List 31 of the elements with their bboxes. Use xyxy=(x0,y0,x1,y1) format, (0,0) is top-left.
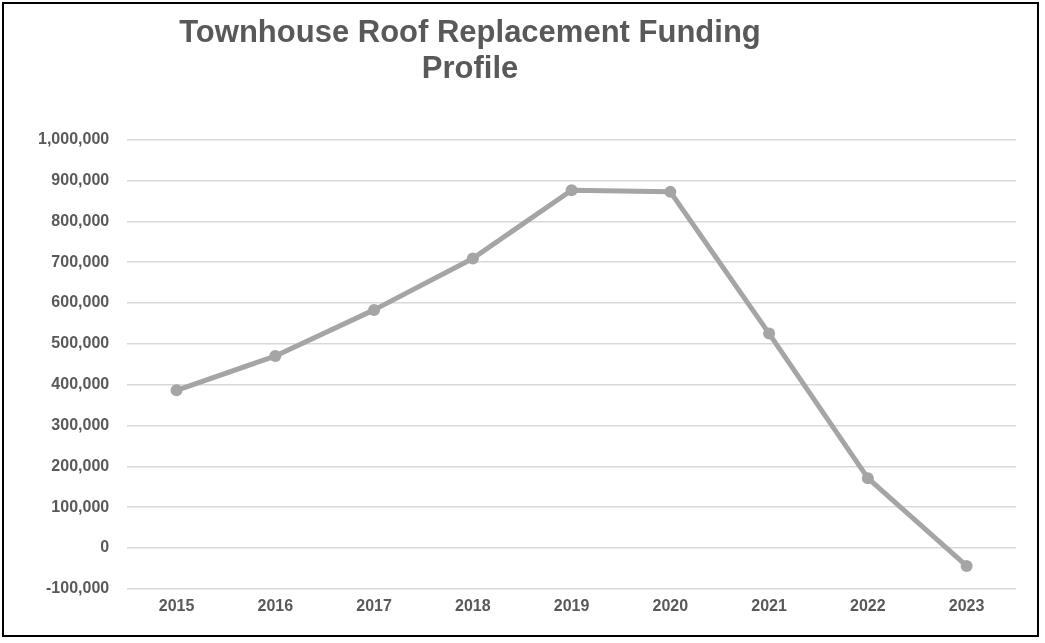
x-tick-label: 2020 xyxy=(652,596,689,614)
x-tick-label: 2015 xyxy=(158,596,195,614)
y-tick-label: 800,000 xyxy=(51,211,110,229)
point xyxy=(565,184,578,197)
y-tick-label: 0 xyxy=(100,538,110,556)
y-tick-label: -100,000 xyxy=(46,579,110,597)
x-tick-label: 2023 xyxy=(948,596,985,614)
y-tick-label: 300,000 xyxy=(51,415,110,433)
y-tick-label: 1,000,000 xyxy=(37,130,110,148)
point xyxy=(664,185,677,198)
x-tick-label: 2018 xyxy=(455,596,491,614)
y-tick-label: 400,000 xyxy=(51,375,110,393)
y-tick-label: 900,000 xyxy=(51,170,110,188)
x-tick-label: 2016 xyxy=(257,596,294,614)
y-tick-label: 200,000 xyxy=(51,456,110,474)
chart-title: Townhouse Roof Replacement Funding Profile xyxy=(178,14,762,86)
point xyxy=(269,350,282,363)
x-tick-label: 2021 xyxy=(751,596,787,614)
x-tick-label: 2019 xyxy=(553,596,590,614)
y-tick-label: 100,000 xyxy=(51,497,110,515)
y-tick-label: 700,000 xyxy=(51,252,110,270)
point xyxy=(170,384,183,397)
point xyxy=(763,327,776,340)
point xyxy=(960,559,973,572)
x-tick-label: 2017 xyxy=(356,596,392,614)
x-tick-label: 2022 xyxy=(850,596,886,614)
y-tick-label: 500,000 xyxy=(51,334,110,352)
point xyxy=(368,303,381,316)
point xyxy=(466,252,479,265)
y-tick-label: 600,000 xyxy=(51,293,110,311)
point xyxy=(861,472,874,485)
